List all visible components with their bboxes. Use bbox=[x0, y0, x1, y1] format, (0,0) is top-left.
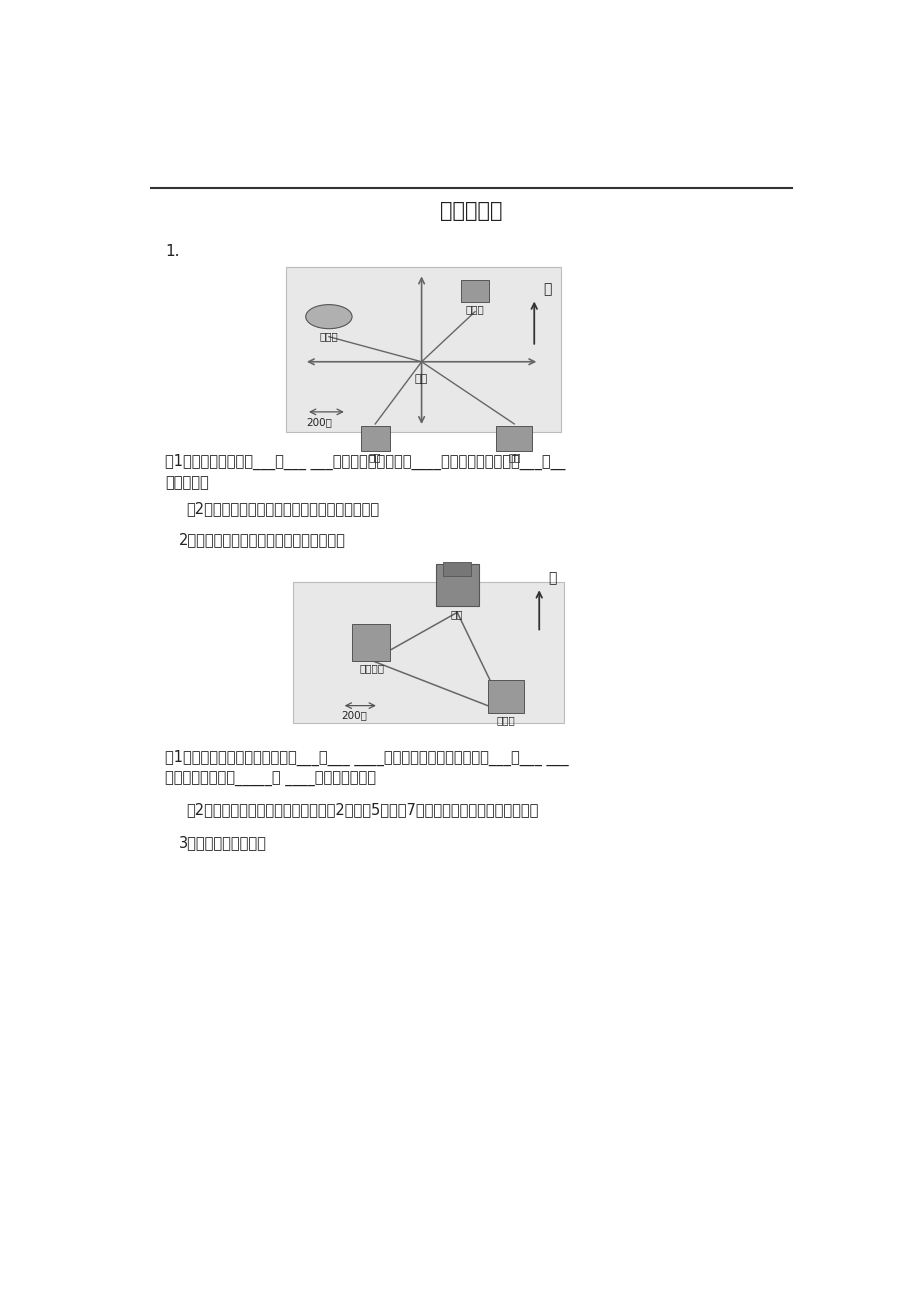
Bar bbox=[436, 564, 478, 607]
Bar bbox=[496, 426, 531, 450]
Text: 街心公园: 街心公园 bbox=[358, 664, 384, 673]
Text: 200米: 200米 bbox=[306, 417, 332, 427]
Text: 200米: 200米 bbox=[341, 711, 368, 720]
Text: 电视台: 电视台 bbox=[465, 305, 484, 315]
Text: 学校: 学校 bbox=[450, 609, 463, 620]
Text: 广场: 广场 bbox=[414, 374, 427, 384]
Text: 游泳馆: 游泳馆 bbox=[496, 716, 515, 725]
Text: 2．学校举行长跑比赛，比赛路线如下图。: 2．学校举行长跑比赛，比赛路线如下图。 bbox=[179, 531, 346, 547]
Text: 方向经游泳馆，向_____偏 ____方向回到学校。: 方向经游泳馆，向_____偏 ____方向回到学校。 bbox=[165, 772, 376, 788]
Bar bbox=[351, 625, 390, 660]
Bar bbox=[460, 280, 489, 302]
Text: 医院: 医院 bbox=[369, 452, 381, 462]
Text: （1）体育场在广场的___偏___ ___的方向上，距离约是____米；广场在体育场的___偏__: （1）体育场在广场的___偏___ ___的方向上，距离约是____米；广场在体… bbox=[165, 454, 564, 470]
Bar bbox=[443, 562, 471, 577]
Text: 体育场: 体育场 bbox=[319, 331, 338, 341]
Text: 位置与方向: 位置与方向 bbox=[440, 202, 502, 221]
Text: 3．同学们参加军训。: 3．同学们参加军训。 bbox=[179, 836, 267, 850]
Bar bbox=[286, 267, 560, 432]
Text: 的方向上。: 的方向上。 bbox=[165, 475, 209, 491]
Bar bbox=[293, 582, 563, 723]
Text: 超市: 超市 bbox=[507, 452, 520, 462]
Text: （2）小明每个赛程所用的时间分别是2分钟、5分钟、7分钟，小明的平均速度是多少？: （2）小明每个赛程所用的时间分别是2分钟、5分钟、7分钟，小明的平均速度是多少？ bbox=[186, 802, 539, 818]
Bar bbox=[487, 680, 523, 712]
Text: （2）从图中，你还能得到哪些信息？请写下来。: （2）从图中，你还能得到哪些信息？请写下来。 bbox=[186, 501, 379, 517]
Text: （1）比赛路线是从学校出发，向___偏___ ____方向到达街心公园，接着向___偏___ ___: （1）比赛路线是从学校出发，向___偏___ ____方向到达街心公园，接着向_… bbox=[165, 750, 568, 766]
Text: 北: 北 bbox=[547, 572, 556, 586]
Bar bbox=[360, 426, 389, 450]
Text: 1.: 1. bbox=[165, 243, 179, 259]
Text: 北: 北 bbox=[542, 283, 550, 297]
Ellipse shape bbox=[305, 305, 352, 328]
